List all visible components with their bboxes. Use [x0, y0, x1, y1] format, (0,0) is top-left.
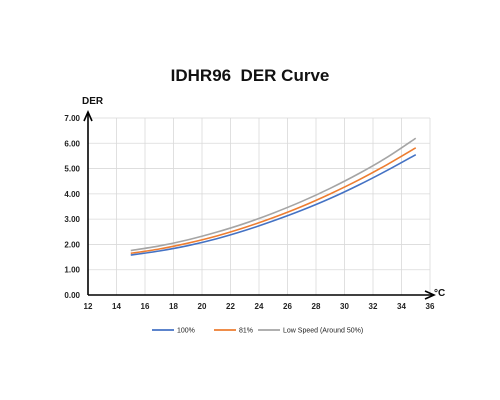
- y-tick-label: 2.00: [64, 240, 80, 249]
- chart-legend: 100% 81% Low Speed (Around 50%): [152, 328, 363, 335]
- legend-label-0: 100%: [177, 328, 195, 335]
- y-tick-label: 0.00: [64, 291, 80, 300]
- x-tick-label: 12: [84, 302, 93, 311]
- x-tick-label: 14: [112, 302, 121, 311]
- x-tick-label: 32: [369, 302, 378, 311]
- x-tick-label: 20: [198, 302, 207, 311]
- chart-grid: [88, 117, 431, 295]
- x-tick-label: 22: [226, 302, 235, 311]
- x-axis-label: °C: [434, 288, 445, 299]
- x-tick-label: 28: [312, 302, 321, 311]
- x-tick-label: 16: [141, 302, 150, 311]
- y-tick-label: 6.00: [64, 139, 80, 148]
- x-tick-label: 24: [255, 302, 264, 311]
- x-tick-label: 30: [340, 302, 349, 311]
- x-tick-label: 26: [283, 302, 292, 311]
- x-tick-label: 18: [169, 302, 178, 311]
- y-tick-label: 1.00: [64, 266, 80, 275]
- y-axis-arrow: [83, 110, 93, 122]
- y-tick-label: 7.00: [64, 114, 80, 123]
- y-axis-label: DER: [82, 96, 104, 107]
- series-line-1: [130, 147, 417, 255]
- y-tick-label: 4.00: [64, 190, 80, 199]
- chart-series: [130, 137, 417, 256]
- x-axis-arrow: [424, 290, 436, 300]
- y-tick-label: 3.00: [64, 215, 80, 224]
- x-tick-label: 36: [426, 302, 435, 311]
- series-line-0: [130, 153, 417, 256]
- legend-label-2: Low Speed (Around 50%): [283, 328, 363, 335]
- series-line-2: [130, 137, 417, 252]
- chart-title: IDHR96 DER Curve: [170, 66, 330, 85]
- chart-axes: [83, 110, 436, 300]
- x-tick-label: 34: [397, 302, 406, 311]
- chart-ticks: 12 14 16 18 20 22 24 26 28 30 32 34 36 0.00 1.00 2.00 3.…: [64, 114, 435, 311]
- legend-label-1: 81%: [239, 328, 253, 335]
- y-tick-label: 5.00: [64, 165, 80, 174]
